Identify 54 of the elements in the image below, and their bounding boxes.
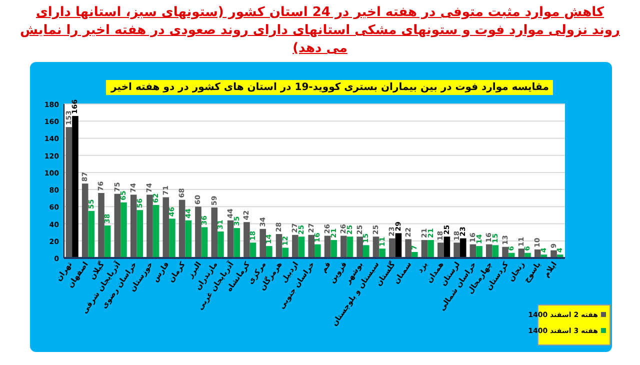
bar [486, 244, 492, 258]
bar [460, 238, 466, 258]
bar [178, 200, 186, 258]
bar [72, 116, 78, 258]
bar [356, 236, 363, 258]
bar [298, 236, 305, 258]
bar [346, 236, 354, 258]
bar [250, 242, 256, 258]
bar [218, 231, 224, 258]
bar [324, 236, 331, 258]
bar [185, 220, 192, 258]
bar [476, 246, 482, 258]
bar [308, 234, 314, 258]
bar [437, 242, 444, 258]
bar [340, 236, 347, 258]
bar [379, 248, 386, 258]
bar [114, 194, 121, 258]
bar [82, 184, 88, 258]
bar [152, 204, 160, 258]
bar [98, 192, 104, 258]
bar [120, 202, 127, 258]
bar [502, 246, 508, 258]
bar [282, 248, 288, 258]
chart-title: کاهش موارد مثبت متوفی در هفته اخیر در 24 استان کشور (ستونهای سبز، استانها دارای روند نزولی موارد فوت و ستونهای مشکی استانهای دارای روند صعودی در هفته اخیر را نمایش می دهد) [20, 4, 620, 58]
bar [421, 240, 428, 258]
bar [389, 238, 396, 258]
bar [169, 218, 176, 258]
chart-subtitle: مقایسه موارد فوت در بین بیماران بستری کووید-19 در استان های کشور در دو هفته اخیر [110, 82, 549, 93]
bar [104, 225, 111, 258]
bar [444, 236, 450, 258]
bar [195, 206, 202, 258]
bar [372, 236, 380, 258]
bar [454, 242, 460, 258]
bar [211, 208, 218, 258]
bar [405, 239, 412, 258]
bar [136, 210, 144, 258]
bar [88, 210, 95, 258]
bar [314, 244, 321, 258]
bar [276, 234, 282, 258]
bar [330, 240, 337, 258]
bar [146, 194, 153, 258]
bar [428, 240, 434, 258]
bar [395, 233, 402, 258]
bar [201, 227, 208, 258]
bar [260, 228, 266, 258]
bar [234, 228, 240, 258]
bar [66, 127, 72, 258]
bar [130, 194, 137, 258]
bar [162, 197, 170, 258]
bar [227, 220, 234, 258]
bar [292, 234, 298, 258]
bar [266, 246, 272, 258]
bar [362, 245, 370, 258]
bar [244, 222, 250, 258]
